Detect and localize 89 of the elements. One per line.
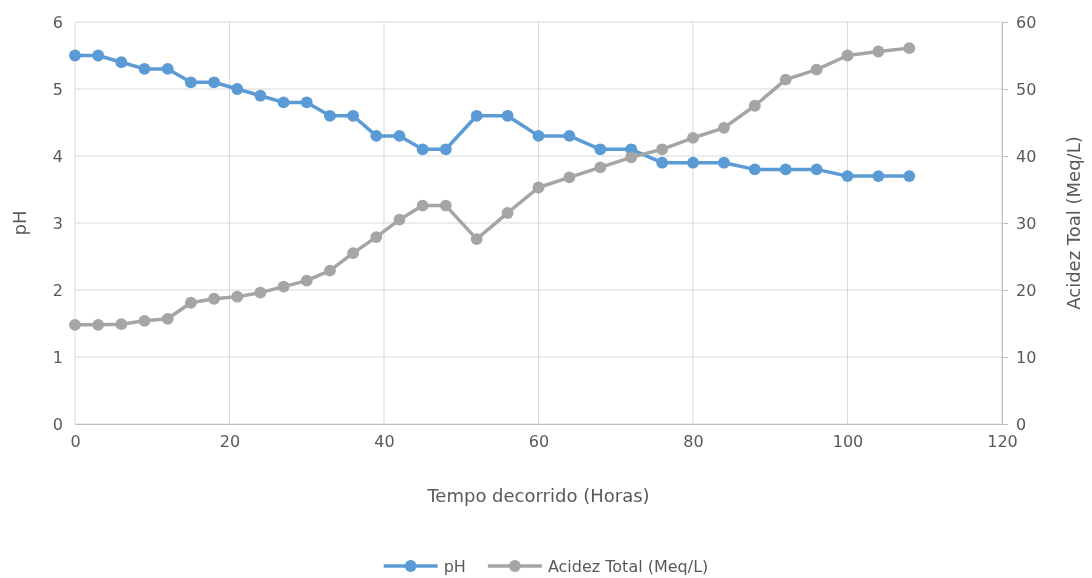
point <box>393 129 406 142</box>
point <box>563 129 576 142</box>
point <box>872 170 885 183</box>
point <box>687 132 699 144</box>
point <box>501 207 514 219</box>
point <box>439 199 452 212</box>
y2-tick-label: 50 <box>1016 79 1037 99</box>
point <box>903 42 916 55</box>
point <box>138 62 151 75</box>
point <box>717 121 730 134</box>
y-tick-label: 6 <box>52 12 63 32</box>
point <box>416 143 429 156</box>
x-tick-label: 100 <box>832 432 864 452</box>
point <box>810 163 823 176</box>
point <box>138 314 151 327</box>
y2-axis-title: Acidez Toal (Meq/L) <box>1063 136 1084 310</box>
point <box>687 156 699 169</box>
point <box>231 83 244 95</box>
x-tick-label: 0 <box>70 432 81 452</box>
point <box>779 163 792 176</box>
point <box>393 213 406 226</box>
y2-tick-label: 0 <box>1016 414 1027 434</box>
point <box>184 76 197 89</box>
y-tick-label: 4 <box>52 146 63 166</box>
x-tick-label: 20 <box>219 432 241 452</box>
point <box>277 280 290 293</box>
point <box>370 231 383 243</box>
point <box>115 318 128 331</box>
point <box>254 89 267 102</box>
point <box>748 163 761 176</box>
point <box>841 170 854 183</box>
point <box>69 49 81 62</box>
point <box>903 170 916 183</box>
point <box>300 274 313 287</box>
point <box>656 156 669 169</box>
point <box>416 199 429 212</box>
y-tick-label: 1 <box>52 347 63 367</box>
point <box>347 109 360 122</box>
point <box>532 181 545 194</box>
point <box>656 143 669 156</box>
x-tick-label: 60 <box>528 432 550 452</box>
y-tick-label: 3 <box>52 213 63 233</box>
point <box>324 264 336 277</box>
point <box>501 109 514 122</box>
point <box>594 143 607 156</box>
point <box>69 318 81 331</box>
y2-tick-label: 20 <box>1016 280 1037 300</box>
point <box>470 233 483 245</box>
point <box>810 63 823 76</box>
point <box>184 296 197 309</box>
point <box>470 109 483 122</box>
point <box>161 312 174 325</box>
y2-tick-label: 10 <box>1016 347 1037 367</box>
x-tick-label: 80 <box>683 432 704 452</box>
point <box>115 56 128 69</box>
y2-tick-label: 40 <box>1016 146 1037 166</box>
x-axis-title: Tempo decorrido (Horas) <box>426 485 650 506</box>
point <box>254 286 267 299</box>
point <box>277 96 290 109</box>
legend-label: Acidez Total (Meq/L) <box>547 556 709 576</box>
point <box>231 290 244 303</box>
point <box>625 151 638 164</box>
x-tick-label: 120 <box>987 432 1018 452</box>
point <box>748 99 761 112</box>
y-axis-title: pH <box>9 210 30 236</box>
x-tick-label: 40 <box>374 432 395 452</box>
legend-label: pH <box>443 556 466 576</box>
point <box>347 247 360 260</box>
point <box>779 73 792 86</box>
point <box>161 62 174 75</box>
y-tick-label: 5 <box>52 79 63 99</box>
point <box>208 76 220 89</box>
point <box>300 96 313 109</box>
point <box>841 49 854 62</box>
point <box>92 49 105 62</box>
y2-tick-label: 30 <box>1016 213 1037 233</box>
point <box>563 171 576 184</box>
point <box>594 161 607 174</box>
y2-tick-label: 60 <box>1016 12 1037 32</box>
y-tick-label: 0 <box>52 414 63 434</box>
point <box>324 109 336 122</box>
point <box>370 129 383 142</box>
point <box>439 143 452 156</box>
point <box>208 292 220 305</box>
point <box>717 156 730 169</box>
point <box>92 318 105 331</box>
point <box>872 45 885 58</box>
point <box>532 129 545 142</box>
y-tick-label: 2 <box>52 280 63 300</box>
